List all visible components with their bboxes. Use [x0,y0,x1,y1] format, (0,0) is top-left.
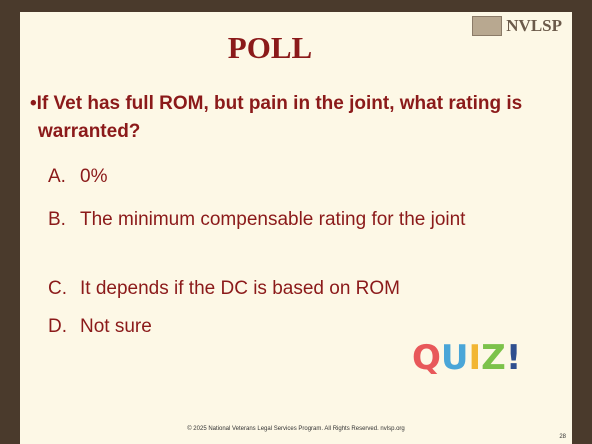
option: A.0% [48,164,558,190]
slide: NVLSP POLL •If Vet has full ROM, but pai… [0,0,592,444]
quiz-letter: I [469,338,482,378]
option-letter: B. [48,207,80,233]
slide-body: NVLSP POLL •If Vet has full ROM, but pai… [20,12,572,444]
question-text: If Vet has full ROM, but pain in the joi… [37,93,523,142]
option-letter: A. [48,164,80,190]
option: D.Not sure [48,314,558,340]
footer: © 2025 National Veterans Legal Services … [20,426,572,432]
option: B.The minimum compensable rating for the… [48,207,558,233]
option-text: It depends if the DC is based on ROM [80,276,400,302]
quiz-letter: U [441,338,469,378]
quiz-letter: ! [506,338,522,378]
slide-title: POLL [20,30,520,66]
question: •If Vet has full ROM, but pain in the jo… [28,90,558,146]
option-text: Not sure [80,314,152,340]
option: C.It depends if the DC is based on ROM [48,276,558,302]
option-letter: C. [48,276,80,302]
option-letter: D. [48,314,80,340]
quiz-letter: Q [412,338,441,378]
page-number: 28 [559,434,566,440]
option-text: The minimum compensable rating for the j… [80,207,465,233]
option-text: 0% [80,164,107,190]
quiz-letter: Z [481,338,506,378]
